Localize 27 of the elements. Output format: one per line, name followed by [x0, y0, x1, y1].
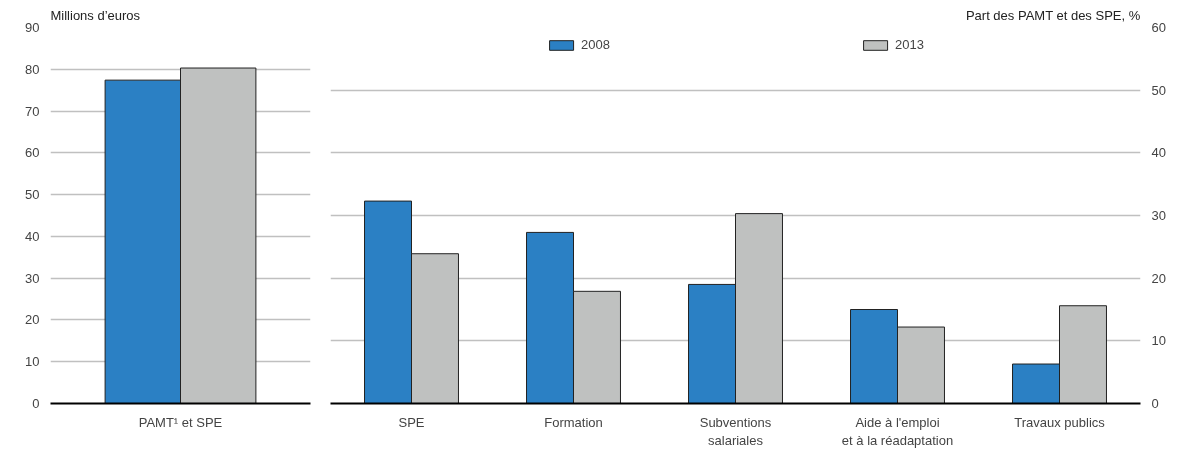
x-tick-label: Subventions salariales	[699, 414, 772, 448]
y-tick-label: 40	[25, 228, 40, 244]
y-tick-label: 50	[25, 187, 40, 203]
y-tick-label: 90	[25, 20, 40, 35]
x-tick-label: Aide à l'emploi et à la réadaptation	[841, 414, 954, 448]
y-tick-label: 10	[25, 354, 40, 370]
y2-tick-label: 20	[1151, 270, 1166, 286]
y2-tick-label: 40	[1151, 145, 1166, 161]
x-tick-label: Formation	[544, 414, 603, 430]
y-tick-label: 70	[25, 103, 40, 119]
y-tick-label: 80	[25, 61, 40, 77]
x-tick-label: SPE	[398, 414, 425, 430]
legend-label: 2013	[895, 37, 924, 52]
y2-tick-label: 60	[1151, 20, 1166, 35]
y2-tick-label: 50	[1151, 82, 1166, 98]
y-tick-label: 20	[25, 312, 40, 328]
y-tick-label: 30	[25, 270, 40, 286]
y2-axis-title: Part des PAMT et des SPE, %	[965, 7, 1141, 23]
x-tick-label: Travaux publics	[1014, 414, 1106, 430]
y-tick-label: 60	[25, 145, 40, 161]
y2-tick-label: 30	[1151, 208, 1166, 223]
legend-label: 2008	[581, 37, 610, 52]
x-tick-label: PAMT¹ et SPE	[138, 414, 223, 430]
y-axis-title: Millions d’euros	[50, 7, 141, 23]
y-tick-label: 0	[32, 396, 40, 411]
y2-tick-label: 10	[1151, 333, 1166, 349]
y2-tick-label: 0	[1151, 396, 1159, 411]
